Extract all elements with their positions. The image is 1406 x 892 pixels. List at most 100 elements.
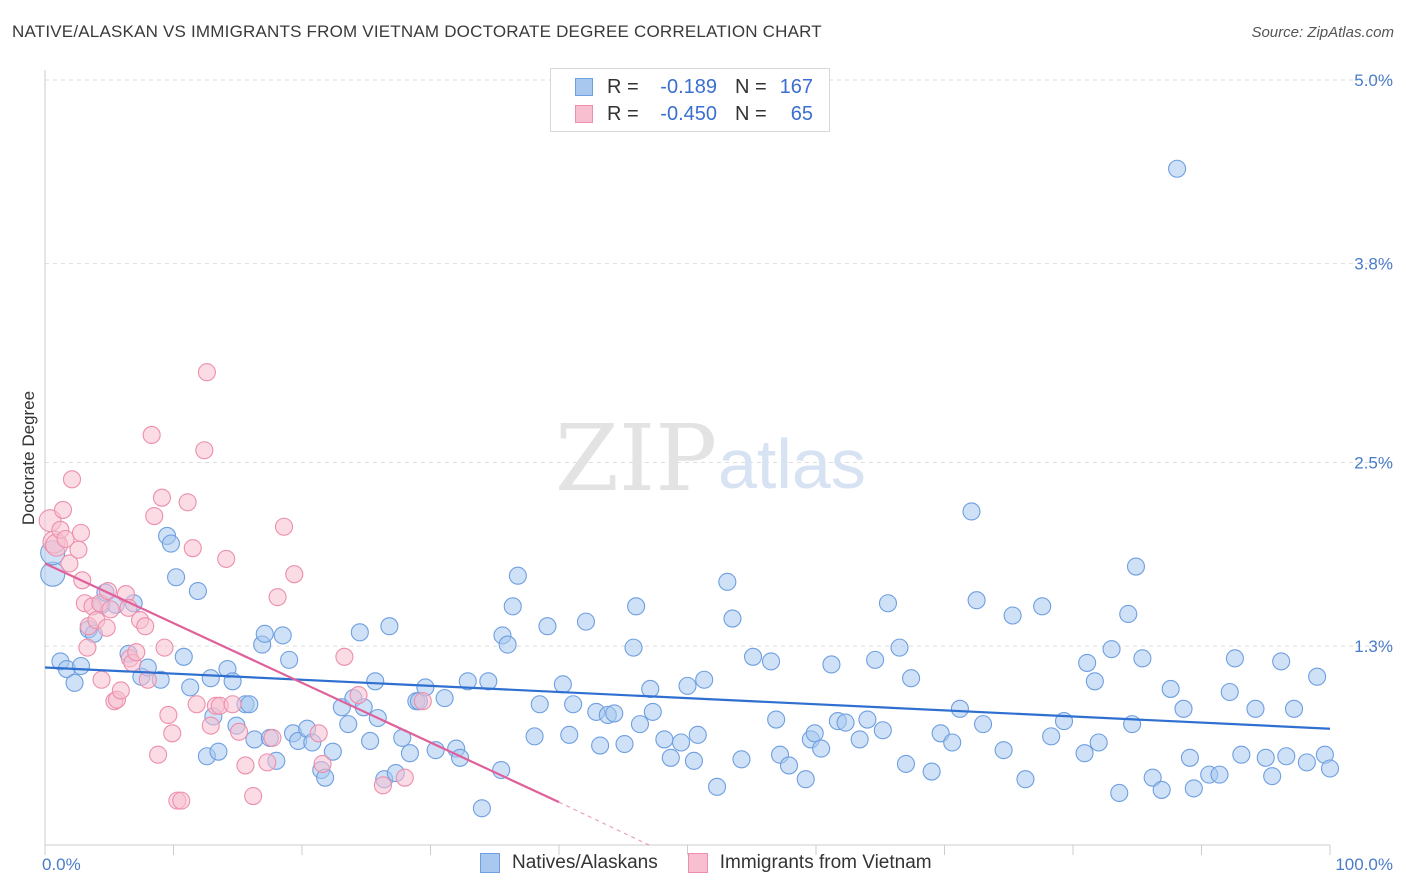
point-natives — [805, 724, 824, 743]
point-natives — [479, 672, 498, 691]
point-natives — [873, 721, 892, 740]
point-natives — [615, 734, 634, 754]
point-natives — [779, 756, 799, 775]
point-natives — [201, 669, 220, 688]
point-natives — [866, 650, 885, 669]
legend-n-value: 65 — [790, 102, 813, 125]
point-vietnam — [101, 600, 120, 619]
point-natives — [1152, 780, 1171, 799]
point-natives — [350, 623, 369, 642]
legend-r-value: -0.450 — [660, 102, 717, 125]
point-natives — [627, 597, 646, 616]
point-natives — [1089, 733, 1108, 752]
point-natives — [560, 725, 579, 744]
chart-title: NATIVE/ALASKAN VS IMMIGRANTS FROM VIETNA… — [12, 22, 822, 41]
y-tick-label: 2.5% — [1354, 454, 1393, 473]
point-natives — [962, 502, 981, 521]
point-vietnam — [217, 549, 236, 568]
point-natives — [530, 695, 549, 714]
legend-r-value: -0.189 — [660, 75, 717, 98]
point-natives — [902, 669, 921, 688]
point-natives — [1161, 679, 1180, 698]
point-natives — [743, 647, 763, 666]
point-natives — [767, 710, 786, 729]
watermark-zip: ZIP — [555, 405, 717, 512]
point-natives — [850, 730, 869, 749]
axes — [44, 70, 1331, 855]
point-vietnam — [349, 686, 368, 705]
point-natives — [732, 750, 751, 769]
y-tick-label: 5.0% — [1354, 71, 1393, 90]
point-natives — [65, 673, 84, 692]
point-natives — [167, 568, 186, 587]
point-vietnam — [413, 692, 432, 711]
point-natives — [553, 675, 572, 694]
point-natives — [950, 699, 969, 718]
point-natives — [994, 741, 1013, 760]
gridlines — [45, 79, 1392, 647]
point-vietnam — [138, 670, 157, 689]
point-vietnam — [309, 724, 328, 743]
point-vietnam — [159, 705, 178, 725]
legend-item-vietnam: Immigrants from Vietnam — [687, 852, 932, 874]
point-natives — [245, 730, 264, 749]
point-natives — [605, 704, 624, 723]
point-vietnam — [223, 695, 242, 714]
point-vietnam — [274, 517, 294, 536]
point-natives — [858, 710, 877, 729]
point-natives — [836, 713, 855, 732]
point-vietnam — [71, 523, 91, 542]
legend-n-label: N = — [735, 102, 767, 125]
point-vietnam — [111, 681, 130, 700]
point-natives — [188, 581, 207, 601]
point-natives — [890, 638, 909, 657]
point-natives — [1078, 653, 1097, 672]
point-vietnam — [155, 638, 174, 657]
legend-r-label: R = — [607, 102, 639, 125]
y-tick-label: 3.8% — [1354, 255, 1393, 274]
point-natives — [723, 609, 742, 628]
point-natives — [1263, 767, 1282, 786]
point-vietnam — [149, 745, 168, 764]
legend-swatch-vietnam — [687, 853, 708, 873]
point-vietnam — [136, 617, 155, 636]
point-natives — [796, 770, 815, 789]
point-natives — [1126, 557, 1146, 576]
point-natives — [1308, 667, 1327, 686]
series-legend: Natives/Alaskans Immigrants from Vietnam — [480, 852, 962, 874]
point-natives — [1110, 783, 1129, 803]
point-vietnam — [187, 695, 206, 714]
point-vietnam — [62, 470, 82, 489]
point-natives — [161, 534, 180, 553]
correlation-legend: R = -0.189 N = 167 R = -0.450 N = 65 — [550, 68, 830, 132]
point-natives — [1102, 640, 1121, 659]
point-vietnam — [142, 425, 161, 445]
trend-line-vietnam-extension — [558, 801, 650, 846]
point-natives — [1232, 745, 1251, 764]
point-vietnam — [395, 768, 414, 787]
legend-label-natives: Natives/Alaskans — [512, 852, 658, 873]
legend-n-value: 167 — [779, 75, 813, 98]
point-natives — [255, 624, 274, 643]
point-natives — [1297, 753, 1316, 772]
point-natives — [661, 748, 680, 767]
point-natives — [1168, 159, 1187, 178]
point-natives — [672, 733, 691, 752]
point-natives — [896, 754, 916, 773]
point-natives — [1033, 597, 1052, 616]
point-vietnam — [268, 588, 287, 607]
point-natives — [240, 695, 259, 714]
legend-swatch-natives — [575, 78, 593, 96]
trend-lines — [44, 562, 1331, 846]
source-label: Source: ZipAtlas.com — [1251, 24, 1394, 41]
point-vietnam — [172, 791, 191, 810]
point-natives — [508, 566, 527, 585]
point-natives — [280, 650, 299, 669]
point-natives — [1042, 727, 1061, 746]
point-natives — [498, 635, 517, 654]
point-natives — [71, 656, 91, 676]
point-vietnam — [244, 786, 263, 806]
point-natives — [209, 742, 228, 761]
point-natives — [718, 572, 737, 591]
point-natives — [472, 799, 491, 818]
